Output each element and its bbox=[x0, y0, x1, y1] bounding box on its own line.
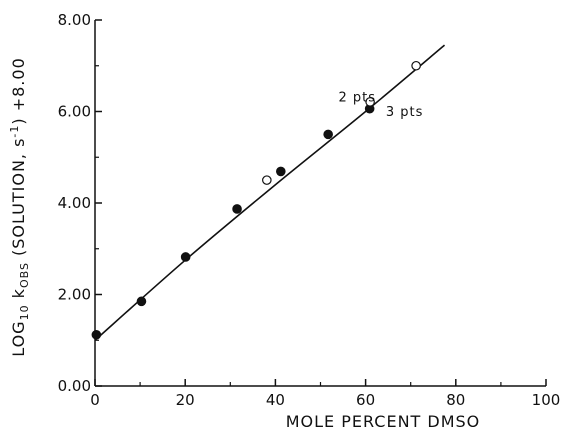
point-count-annotation: 3 pts bbox=[386, 105, 424, 120]
data-point-open bbox=[365, 97, 375, 107]
x-tick-label: 40 bbox=[266, 391, 285, 409]
x-tick-label: 0 bbox=[90, 391, 100, 409]
y-label-mid2: (SOLUTION, s bbox=[9, 138, 28, 262]
x-ticks: 0 20 40 60 80 100 bbox=[90, 379, 560, 409]
y-label-mid: k bbox=[9, 288, 28, 304]
annotations: 2 pts 3 pts bbox=[339, 90, 424, 120]
x-tick-label: 20 bbox=[176, 391, 195, 409]
fit-line bbox=[94, 44, 446, 341]
y-tick-label: 4.00 bbox=[58, 194, 91, 212]
data-point-filled bbox=[91, 329, 102, 340]
y-label-sub2: OBS bbox=[18, 262, 31, 288]
data-point-filled bbox=[232, 204, 242, 214]
y-ticks: 0.00 2.00 4.00 6.00 8.00 bbox=[58, 11, 102, 395]
y-tick-label: 2.00 bbox=[58, 286, 91, 304]
data-point-filled bbox=[276, 166, 286, 177]
y-label-post: ) +8.00 bbox=[9, 57, 28, 124]
data-point-filled bbox=[136, 296, 147, 307]
y-label-sub1: 10 bbox=[18, 304, 31, 320]
y-tick-label: 8.00 bbox=[58, 11, 91, 29]
data-point-open bbox=[411, 60, 421, 71]
y-label-pre: LOG bbox=[9, 320, 28, 356]
x-tick-label: 100 bbox=[532, 391, 561, 409]
y-label-sup: -1 bbox=[8, 125, 21, 138]
data-point-filled bbox=[323, 129, 333, 140]
data-points bbox=[91, 60, 421, 340]
x-tick-label: 60 bbox=[356, 391, 375, 409]
point-count-annotation: 2 pts bbox=[339, 90, 377, 105]
x-axis-label: MOLE PERCENT DMSO bbox=[286, 412, 481, 431]
axes bbox=[94, 20, 546, 387]
data-point-filled bbox=[180, 252, 191, 262]
y-tick-label: 6.00 bbox=[58, 103, 91, 121]
data-point-open bbox=[262, 175, 272, 185]
y-tick-label: 0.00 bbox=[58, 377, 91, 395]
x-tick-label: 80 bbox=[446, 391, 465, 409]
fit-line-group bbox=[94, 44, 446, 341]
y-axis-label: LOG10 kOBS (SOLUTION, s-1) +8.00 bbox=[8, 57, 31, 357]
